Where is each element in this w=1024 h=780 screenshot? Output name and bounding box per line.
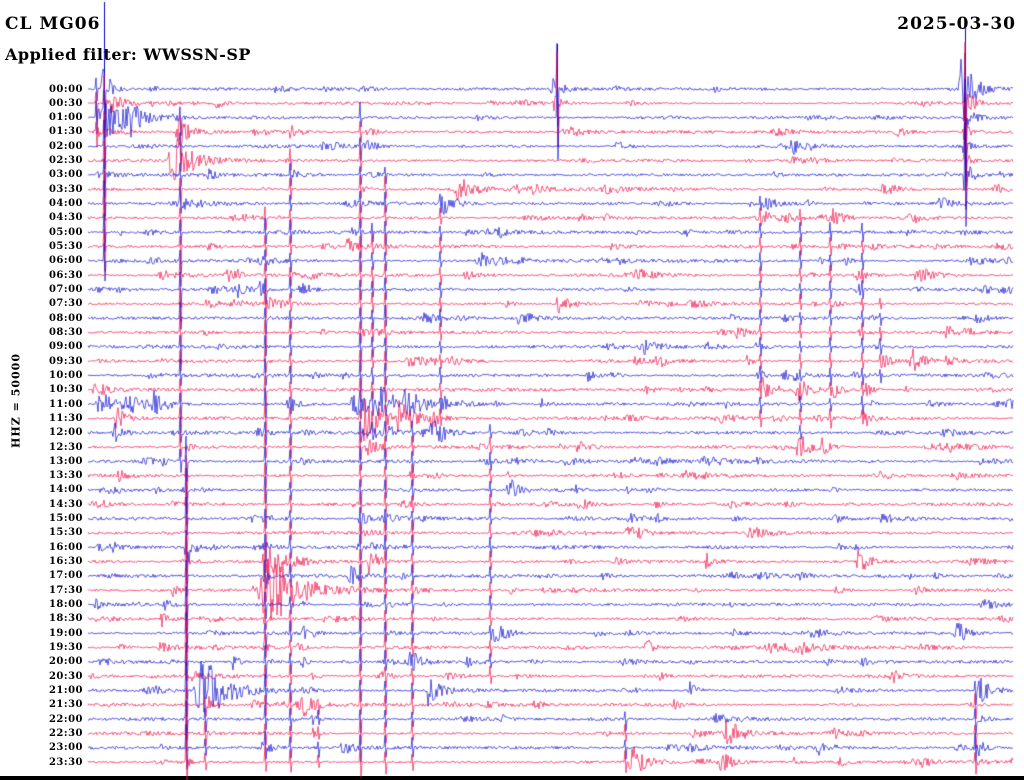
time-label: 20:00 xyxy=(48,656,83,668)
time-label: 12:30 xyxy=(48,441,83,453)
time-label: 23:30 xyxy=(48,756,83,768)
time-label: 09:30 xyxy=(48,355,83,367)
time-label: 10:30 xyxy=(48,384,83,396)
time-label: 08:00 xyxy=(48,312,83,324)
time-label: 11:00 xyxy=(48,398,83,410)
time-label: 18:00 xyxy=(48,599,83,611)
time-label: 22:00 xyxy=(48,713,83,725)
time-label: 09:00 xyxy=(48,341,83,353)
time-label: 07:30 xyxy=(48,298,83,310)
time-label: 05:30 xyxy=(48,241,83,253)
time-label: 14:30 xyxy=(48,498,83,510)
time-label: 17:00 xyxy=(48,570,83,582)
time-label: 16:00 xyxy=(48,541,83,553)
time-label: 21:30 xyxy=(48,699,83,711)
time-label: 03:00 xyxy=(48,169,83,181)
time-label: 06:30 xyxy=(48,269,83,281)
date-label: 2025-03-30 xyxy=(897,14,1016,34)
time-label: 07:00 xyxy=(48,283,83,295)
bottom-frame-line xyxy=(0,776,1024,780)
time-label: 19:00 xyxy=(48,627,83,639)
time-label: 01:00 xyxy=(48,112,83,124)
time-label: 04:30 xyxy=(48,212,83,224)
time-label: 18:30 xyxy=(48,613,83,625)
time-label: 23:00 xyxy=(48,742,83,754)
time-label: 13:00 xyxy=(48,455,83,467)
time-label: 02:30 xyxy=(48,155,83,167)
time-label: 21:00 xyxy=(48,684,83,696)
time-label: 01:30 xyxy=(48,126,83,138)
time-label: 15:00 xyxy=(48,513,83,525)
time-label: 10:00 xyxy=(48,369,83,381)
time-label: 15:30 xyxy=(48,527,83,539)
time-label: 06:00 xyxy=(48,255,83,267)
time-label: 03:30 xyxy=(48,183,83,195)
time-label: 00:30 xyxy=(48,97,83,109)
time-label: 02:00 xyxy=(48,140,83,152)
time-label: 20:30 xyxy=(48,670,83,682)
time-label: 22:30 xyxy=(48,727,83,739)
time-label: 05:00 xyxy=(48,226,83,238)
time-label: 17:30 xyxy=(48,584,83,596)
time-label: 16:30 xyxy=(48,556,83,568)
time-label: 14:00 xyxy=(48,484,83,496)
time-labels: 00:00 00:30 01:00 01:30 02:00 02:30 03:00 03:30… xyxy=(0,0,83,780)
time-label: 04:00 xyxy=(48,198,83,210)
time-label: 11:30 xyxy=(48,412,83,424)
time-label: 19:30 xyxy=(48,641,83,653)
time-label: 00:00 xyxy=(48,83,83,95)
time-label: 12:00 xyxy=(48,427,83,439)
time-label: 13:30 xyxy=(48,470,83,482)
time-label: 08:30 xyxy=(48,326,83,338)
